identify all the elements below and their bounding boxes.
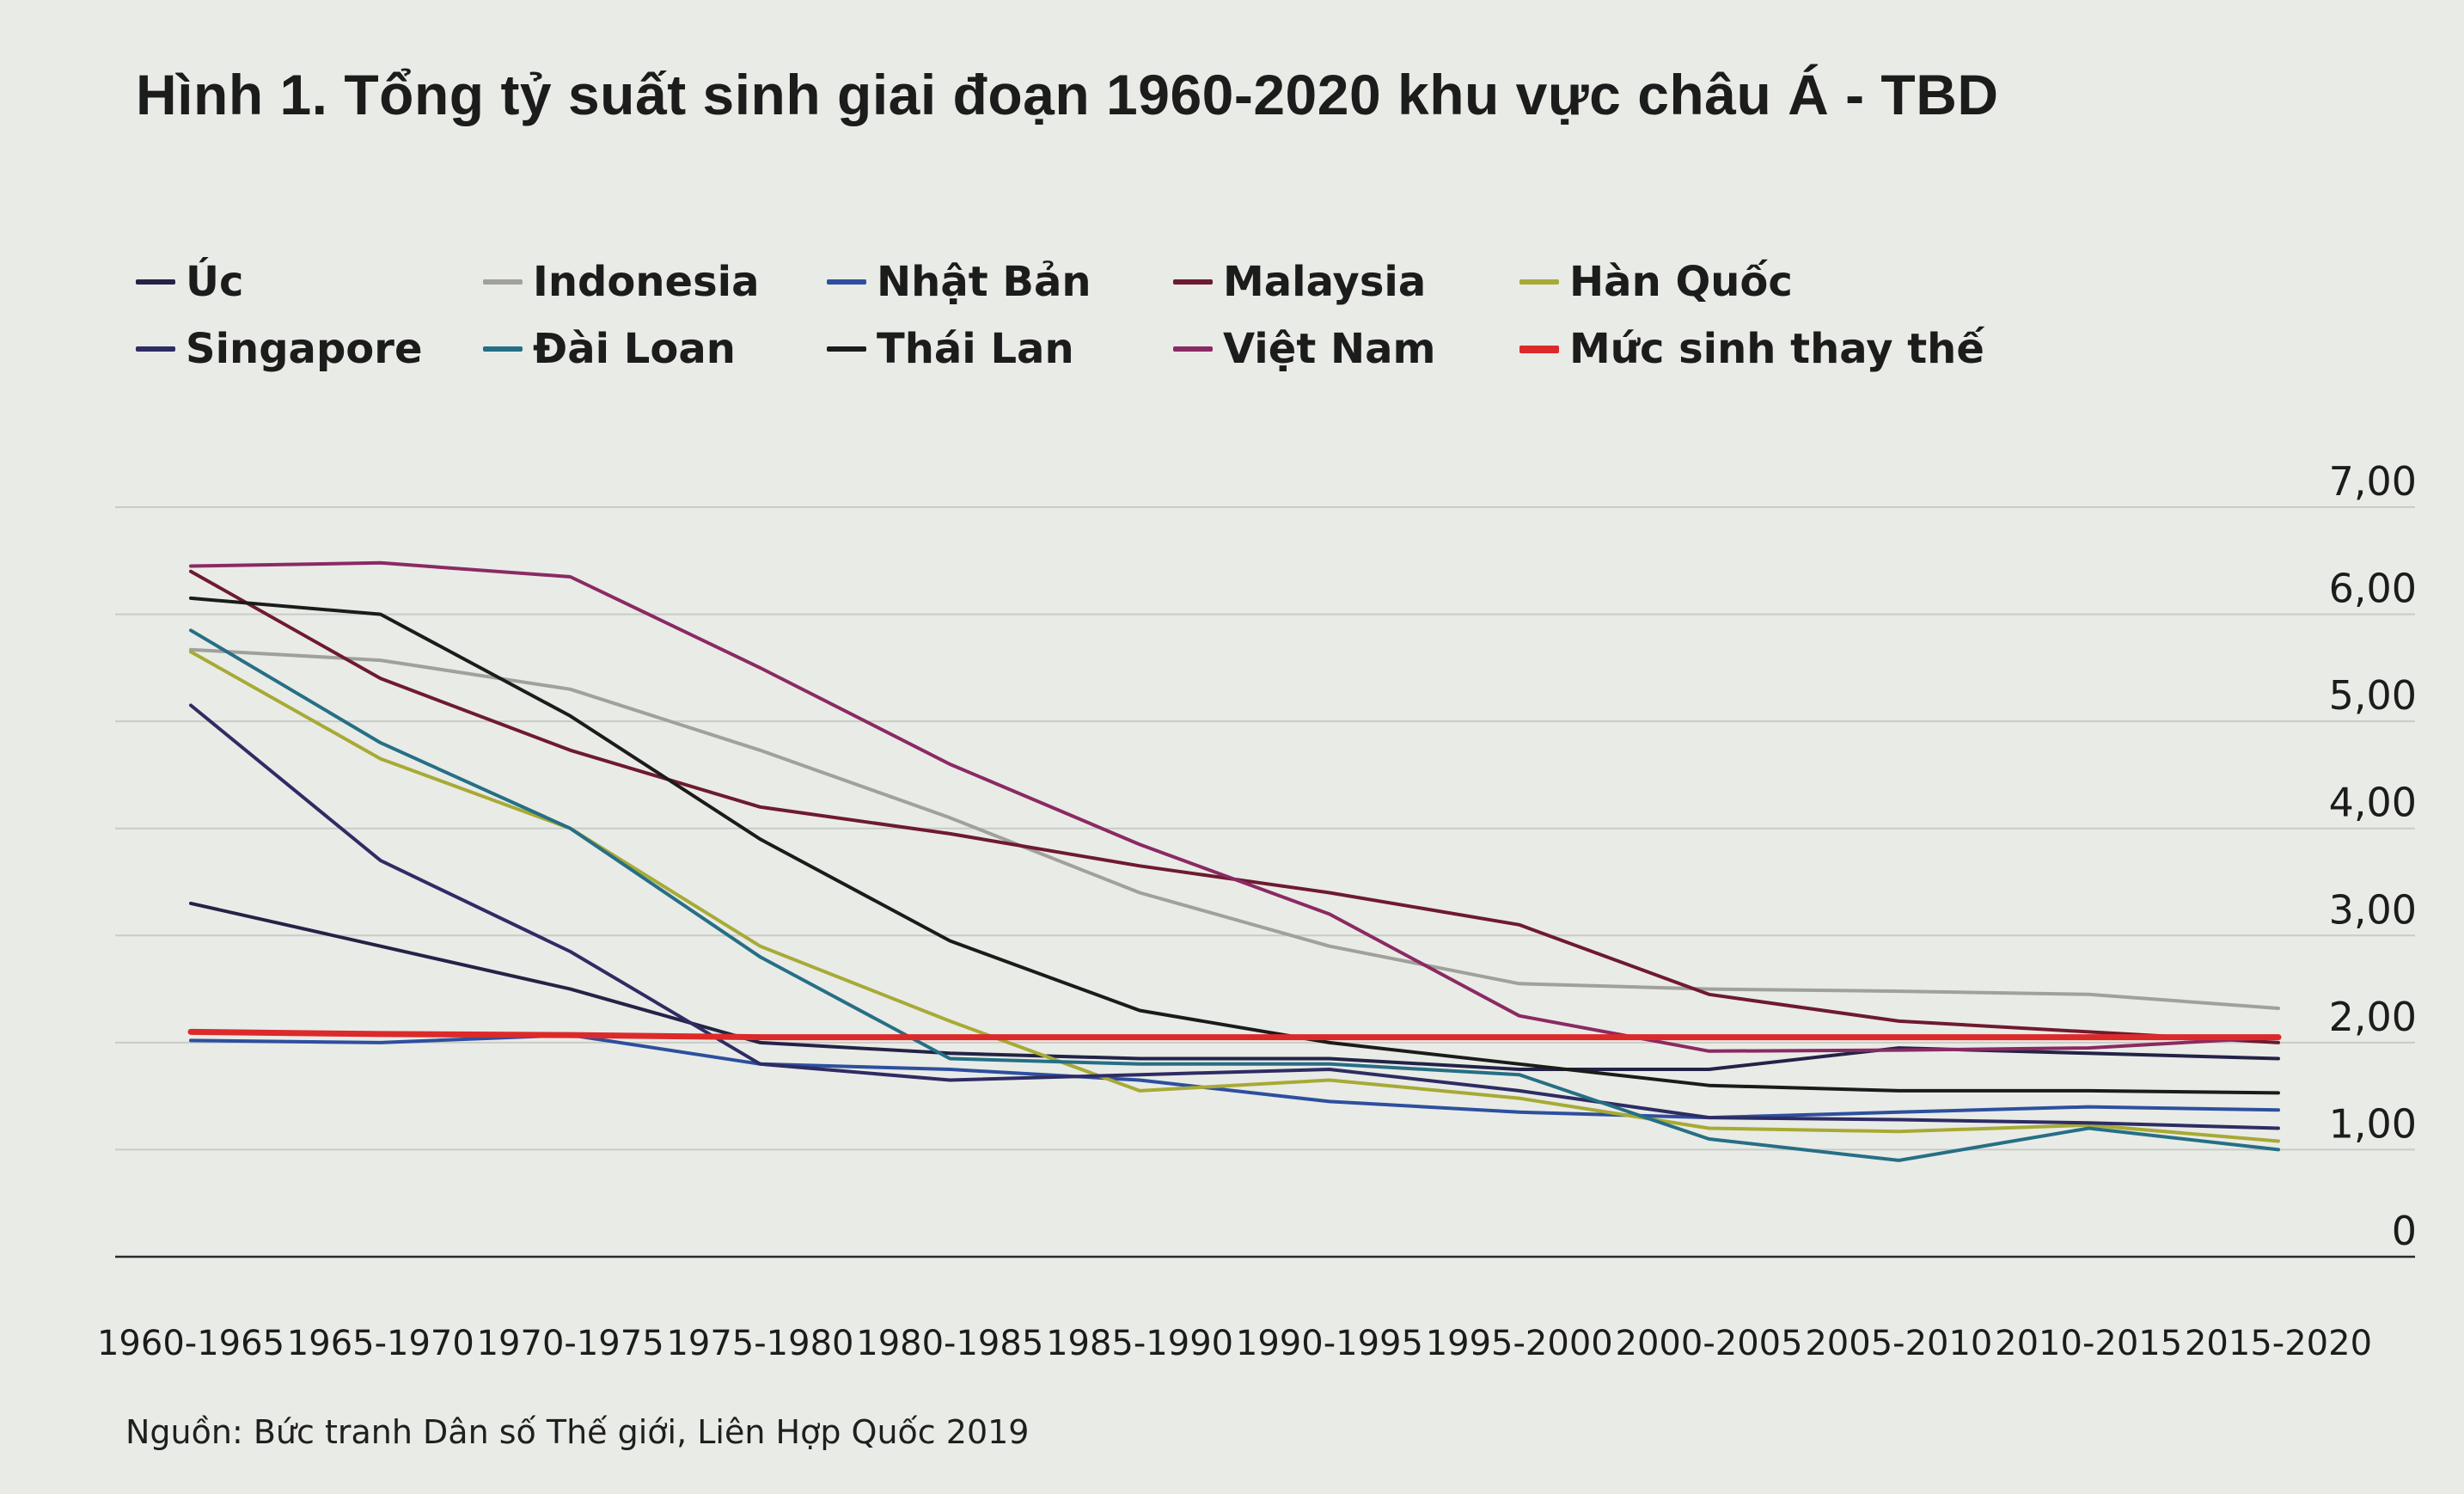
series-line [189,647,2280,1010]
series-line [189,628,2280,1162]
x-tick-label: 2010-2015 [1995,1324,2182,1363]
y-tick-label: 7,00 [2329,458,2417,505]
x-tick-label: 1985-1990 [1046,1324,1233,1363]
y-tick-label: 1,00 [2329,1100,2417,1147]
series-line [187,1028,2282,1041]
x-tick-label: 2005-2010 [1805,1324,1992,1363]
source-note: Nguồn: Bức tranh Dân số Thế giới, Liên H… [125,1413,1030,1451]
series-line [189,1033,2280,1120]
y-tick-label: 2,00 [2329,994,2417,1040]
x-tick-label: 1970-1975 [477,1324,664,1363]
x-tick-label: 1995-2000 [1426,1324,1613,1363]
x-tick-label: 1990-1995 [1236,1324,1423,1363]
x-tick-label: 2015-2020 [2185,1324,2372,1363]
y-tick-label: 3,00 [2329,886,2417,933]
series-line [189,596,2280,1095]
chart-title: Hình 1. Tổng tỷ suất sinh giai đoạn 1960… [136,63,1999,126]
x-tick-label: 2000-2005 [1616,1324,1803,1363]
x-tick-label: 1960-1965 [97,1324,284,1363]
series-line [189,650,2280,1143]
y-tick-label: 5,00 [2329,672,2417,719]
x-tick-label: 1975-1980 [666,1324,853,1363]
series-line [189,703,2280,1130]
x-tick-label: 1980-1985 [856,1324,1043,1363]
y-tick-label: 4,00 [2329,780,2417,826]
series-line [189,901,2280,1071]
series-line [189,560,2280,1053]
x-tick-label: 1965-1970 [287,1324,474,1363]
series-line [189,569,2280,1044]
y-tick-label: 6,00 [2329,566,2417,612]
y-tick-label: 0 [2392,1208,2417,1254]
